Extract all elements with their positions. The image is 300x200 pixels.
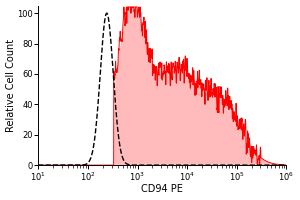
- X-axis label: CD94 PE: CD94 PE: [141, 184, 183, 194]
- Y-axis label: Relative Cell Count: Relative Cell Count: [6, 39, 16, 132]
